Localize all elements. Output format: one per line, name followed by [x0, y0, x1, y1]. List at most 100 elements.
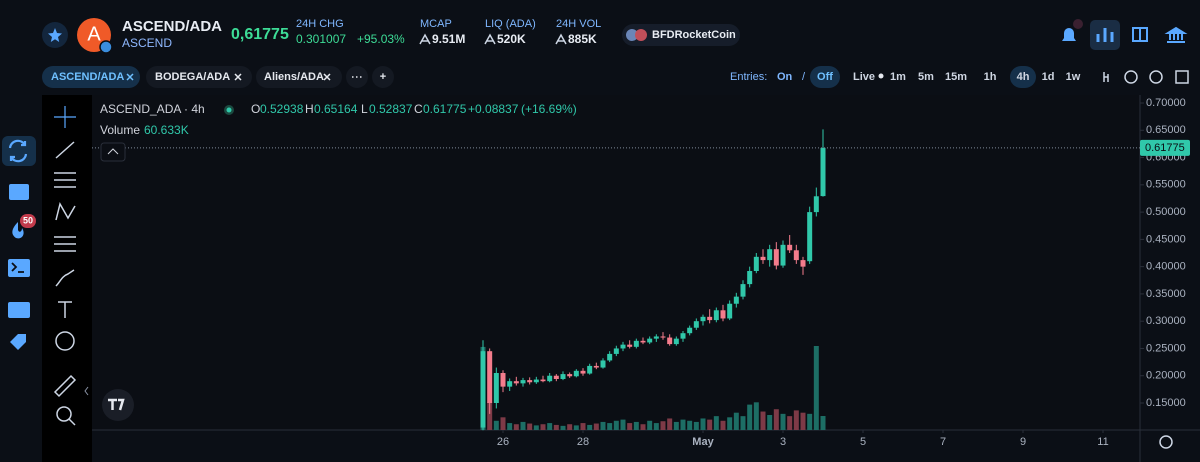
close-icon[interactable]	[323, 73, 331, 81]
zoom-tool[interactable]	[56, 406, 72, 422]
notification-button[interactable]	[1062, 28, 1076, 43]
interval-button[interactable]: 1m	[890, 71, 906, 83]
star-icon	[48, 28, 62, 42]
live-button[interactable]: Live	[853, 71, 875, 83]
candle-body	[480, 351, 486, 428]
ada-icon	[419, 33, 431, 45]
collapse-toolbar[interactable]	[84, 386, 89, 396]
candle-body	[780, 244, 786, 266]
mcap-label: MCAP	[420, 18, 452, 30]
y-tick-label: 0.70000	[1146, 97, 1186, 109]
promo-text: BFDRocketCoin	[652, 29, 736, 41]
tag-button[interactable]	[10, 334, 26, 350]
crosshair-tool[interactable]	[54, 106, 76, 128]
currency-button[interactable]	[1124, 70, 1138, 84]
ruler-tool[interactable]	[53, 374, 77, 398]
interval-button[interactable]: 1d	[1042, 71, 1055, 83]
promo-icon	[626, 29, 638, 41]
x-tick-label: 11	[1097, 436, 1108, 448]
bank-button[interactable]	[1164, 26, 1188, 43]
entries-off-pill[interactable]	[810, 66, 840, 88]
volume-bar	[513, 424, 519, 430]
terminal-button[interactable]	[8, 259, 30, 277]
swap-icon	[8, 139, 28, 163]
y-tick-label: 0.40000	[1146, 261, 1186, 273]
volume-bar	[820, 416, 826, 430]
promo-pill[interactable]	[622, 24, 740, 46]
candle-body	[680, 333, 686, 339]
interval-button[interactable]: 4h	[1017, 71, 1030, 83]
tv-logo[interactable]	[102, 389, 134, 421]
volume-bar	[800, 412, 806, 430]
terminal-icon	[11, 262, 24, 273]
x-tick-label: 5	[860, 436, 866, 448]
indicator-button[interactable]	[1103, 72, 1109, 82]
candle-body	[653, 336, 659, 339]
candle-body	[647, 338, 653, 343]
interval-button[interactable]: 1w	[1066, 71, 1081, 83]
y-tick-label: 0.20000	[1146, 370, 1186, 382]
candle-body	[773, 249, 779, 266]
volume-bar	[640, 424, 646, 430]
trending-button[interactable]	[12, 222, 24, 239]
candle-body	[693, 321, 699, 328]
candle-body	[687, 327, 693, 334]
x-tick-label: 26	[497, 436, 509, 448]
badge	[20, 214, 36, 228]
tab[interactable]	[256, 66, 342, 88]
volume-bar	[813, 346, 819, 430]
volume-label: Volume	[100, 123, 140, 137]
token-name: ASCEND	[122, 36, 172, 50]
chart-title: ASCEND_ADA · 4h	[100, 102, 205, 116]
volume-bar	[760, 411, 766, 430]
interval-button[interactable]: 1h	[984, 71, 997, 83]
fib-tool[interactable]	[54, 172, 76, 188]
volume-bar	[553, 424, 559, 430]
projection-tool[interactable]	[54, 236, 76, 252]
volume-bar	[753, 402, 759, 430]
settings-button[interactable]	[1149, 70, 1163, 84]
tab-active[interactable]	[42, 66, 140, 88]
brush-tool[interactable]	[55, 269, 75, 287]
candle-body	[733, 296, 739, 304]
interval-button[interactable]: 15m	[945, 71, 967, 83]
candle-body	[713, 310, 719, 321]
fullscreen-button[interactable]	[1175, 70, 1189, 84]
volume-bar	[680, 419, 686, 430]
collapse-legend[interactable]	[100, 142, 126, 162]
candle-body	[727, 303, 733, 319]
emoji-tool[interactable]	[55, 331, 75, 351]
close-icon[interactable]	[126, 73, 134, 81]
text-tool[interactable]	[58, 301, 72, 318]
plot: 0.15000 0.20000 0.25000 0.30000 0.35000 0.400…	[92, 97, 1190, 448]
chg-value: 0.301007	[296, 32, 346, 46]
candle-body	[513, 381, 519, 384]
interval-button[interactable]: 5m	[918, 71, 934, 83]
volume-bar	[673, 421, 679, 430]
interval-active[interactable]	[1010, 66, 1036, 88]
wallet-button[interactable]	[9, 184, 29, 200]
volume-bar	[527, 423, 533, 430]
volume-bar	[600, 421, 606, 430]
close-icon[interactable]	[234, 73, 242, 81]
trendline-tool[interactable]	[55, 141, 75, 159]
pattern-tool[interactable]	[55, 202, 76, 221]
candle-body	[753, 256, 759, 272]
high-label: H	[305, 102, 314, 116]
avatar-letter: A	[87, 23, 101, 45]
portfolio-button[interactable]	[8, 302, 30, 318]
vol-label: 24H VOL	[556, 18, 601, 30]
y-tick-label: 0.55000	[1146, 179, 1186, 191]
entries-on[interactable]: On	[777, 71, 793, 83]
candle-body	[600, 360, 606, 368]
volume-bar	[533, 425, 539, 430]
high-value: 0.65164	[314, 102, 358, 116]
candle-body	[527, 380, 533, 383]
tab[interactable]	[146, 66, 252, 88]
candle-body	[760, 256, 766, 261]
live-dot	[878, 73, 884, 79]
tab-label: BODEGA/ADA	[155, 71, 230, 83]
axis-settings[interactable]	[1159, 435, 1173, 449]
candle-body	[613, 348, 619, 354]
add-tab-button[interactable]	[372, 66, 394, 88]
